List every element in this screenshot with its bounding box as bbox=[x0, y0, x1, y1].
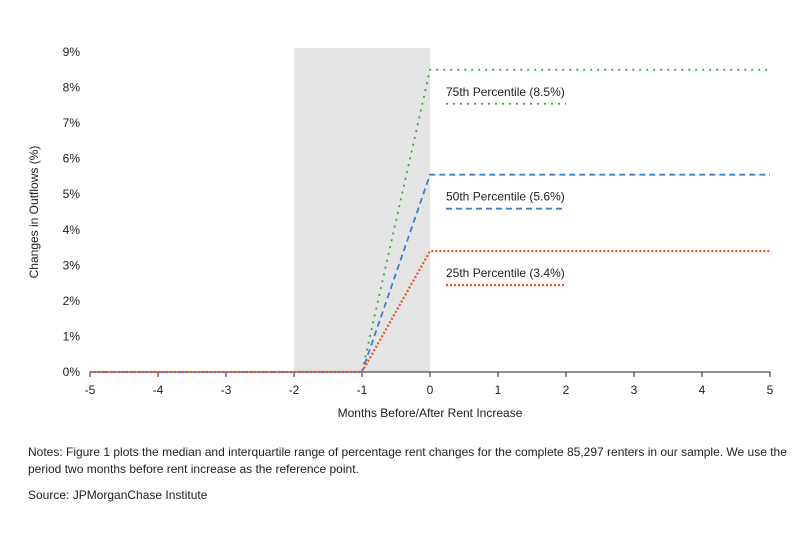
x-tick-label: -2 bbox=[289, 383, 300, 397]
shaded-period bbox=[294, 48, 430, 372]
legend-layer: 75th Percentile (8.5%) 50th Percentile (5… bbox=[446, 85, 566, 287]
y-tick-label: 5% bbox=[63, 187, 81, 201]
y-tick-label: 9% bbox=[63, 45, 81, 59]
y-axis-title: Changes in Outflows (%) bbox=[27, 146, 41, 279]
chart: -5 -4 -3 -2 -1 0 1 2 3 4 5 0% 1% 2% 3% 4% 5% 6% 7% 8% 9% 75t… bbox=[27, 45, 774, 420]
y-tick-label: 4% bbox=[63, 223, 81, 237]
series-label-1: 75th Percentile (8.5%) bbox=[446, 85, 565, 99]
source-text: Source: JPMorganChase Institute bbox=[28, 488, 208, 502]
x-tick-label: 5 bbox=[767, 383, 774, 397]
series-label-2: 50th Percentile (5.6%) bbox=[446, 190, 565, 204]
y-tick-label: 1% bbox=[63, 329, 81, 343]
y-tick-label: 8% bbox=[63, 81, 81, 95]
series-line-3 bbox=[90, 250, 770, 374]
shaded-region-layer bbox=[294, 48, 430, 372]
y-tick-label: 6% bbox=[63, 152, 81, 166]
y-tick-label: 0% bbox=[63, 365, 81, 379]
notes-text: Notes: Figure 1 plots the median and int… bbox=[28, 445, 787, 476]
x-tick-label: -5 bbox=[85, 383, 96, 397]
series-layer bbox=[90, 68, 770, 374]
x-tick-label: -1 bbox=[357, 383, 368, 397]
x-tick-label: 2 bbox=[563, 383, 570, 397]
x-tick-label: 0 bbox=[427, 383, 434, 397]
x-tick-label: -3 bbox=[221, 383, 232, 397]
x-tick-label: -4 bbox=[153, 383, 164, 397]
x-tick-label: 3 bbox=[631, 383, 638, 397]
x-axis-title: Months Before/After Rent Increase bbox=[338, 406, 523, 420]
x-tick-label: 1 bbox=[495, 383, 502, 397]
series-label-3: 25th Percentile (3.4%) bbox=[446, 266, 565, 280]
axis-layer: -5 -4 -3 -2 -1 0 1 2 3 4 5 0% 1% 2% 3% 4% 5% 6% 7% 8% 9% bbox=[63, 45, 774, 397]
y-tick-label: 7% bbox=[63, 116, 81, 130]
y-tick-label: 3% bbox=[63, 258, 81, 272]
y-tick-label: 2% bbox=[63, 294, 81, 308]
x-tick-label: 4 bbox=[699, 383, 706, 397]
